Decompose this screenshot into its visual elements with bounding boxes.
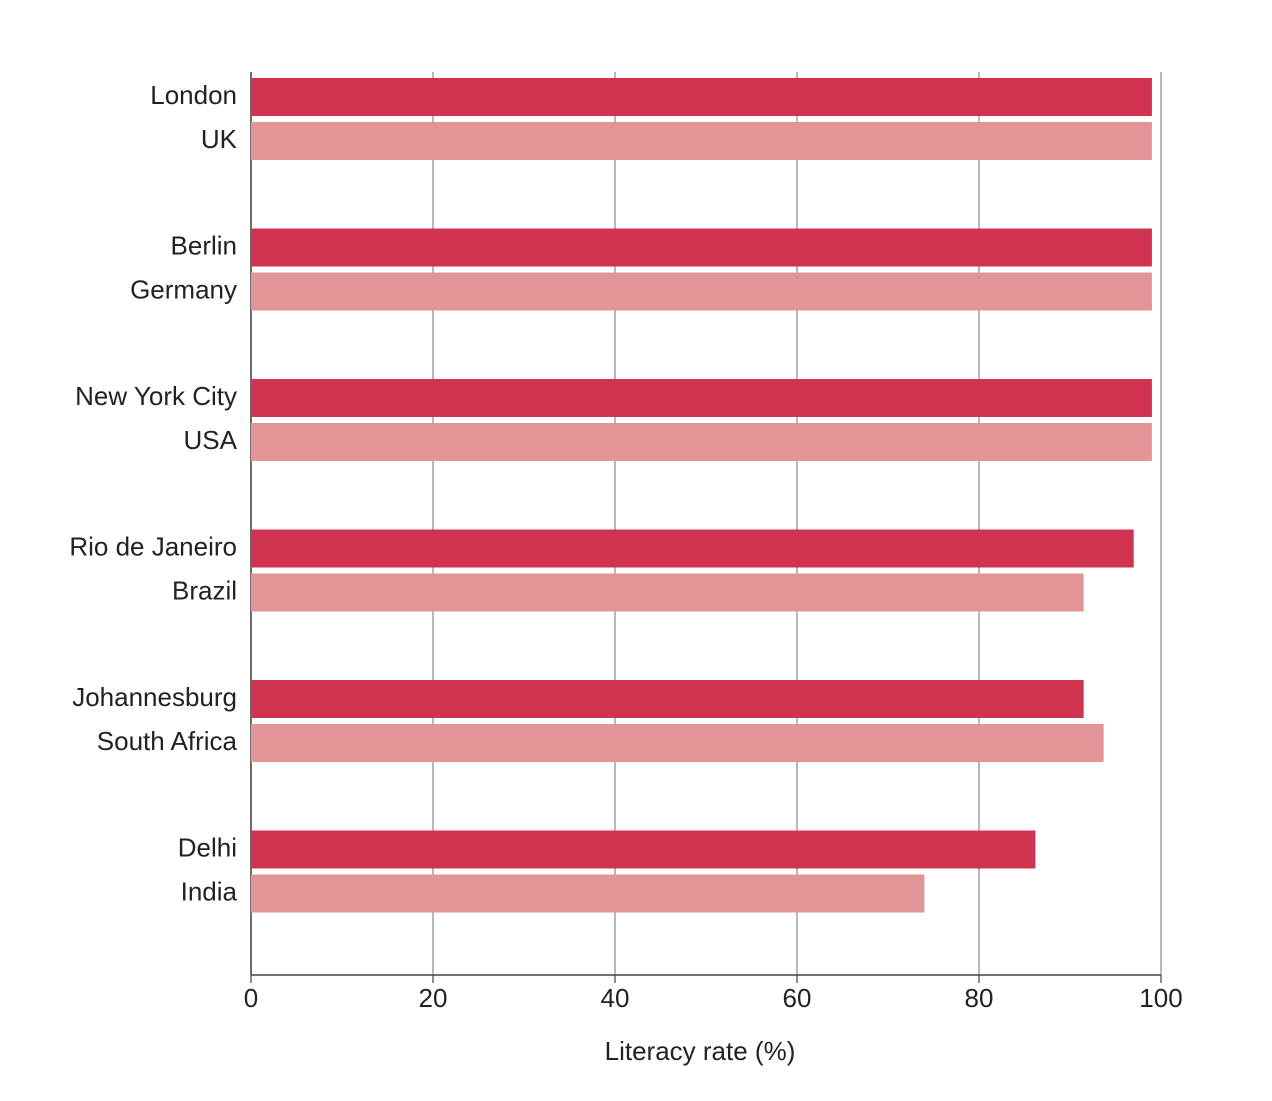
y-tick-label: Rio de Janeiro [69,531,237,561]
bar [251,830,1036,869]
bar [251,680,1084,718]
y-tick-label: South Africa [97,726,238,756]
x-tick-label: 100 [1139,983,1182,1013]
y-tick-label: Johannesburg [72,682,237,712]
y-tick-label: London [150,80,237,110]
bar [251,573,1084,612]
y-tick-label: Berlin [171,230,237,260]
bar [251,272,1152,311]
bar [251,529,1134,568]
x-tick-label: 0 [244,983,258,1013]
y-tick-label: UK [201,124,238,154]
y-tick-label: Brazil [172,575,237,605]
x-tick-label: 40 [601,983,630,1013]
bar [251,78,1152,116]
bar [251,423,1152,461]
bar [251,724,1104,762]
y-tick-label: Germany [130,274,237,304]
bar [251,874,925,913]
y-tick-label: India [181,876,238,906]
x-tick-label: 80 [965,983,994,1013]
y-tick-label: USA [184,425,238,455]
y-tick-label: New York City [75,381,237,411]
y-tick-label: Delhi [178,832,237,862]
x-tick-label: 20 [419,983,448,1013]
x-tick-label: 60 [783,983,812,1013]
x-axis-title: Literacy rate (%) [605,1036,796,1066]
bar [251,122,1152,160]
bar [251,379,1152,417]
bar [251,228,1152,267]
